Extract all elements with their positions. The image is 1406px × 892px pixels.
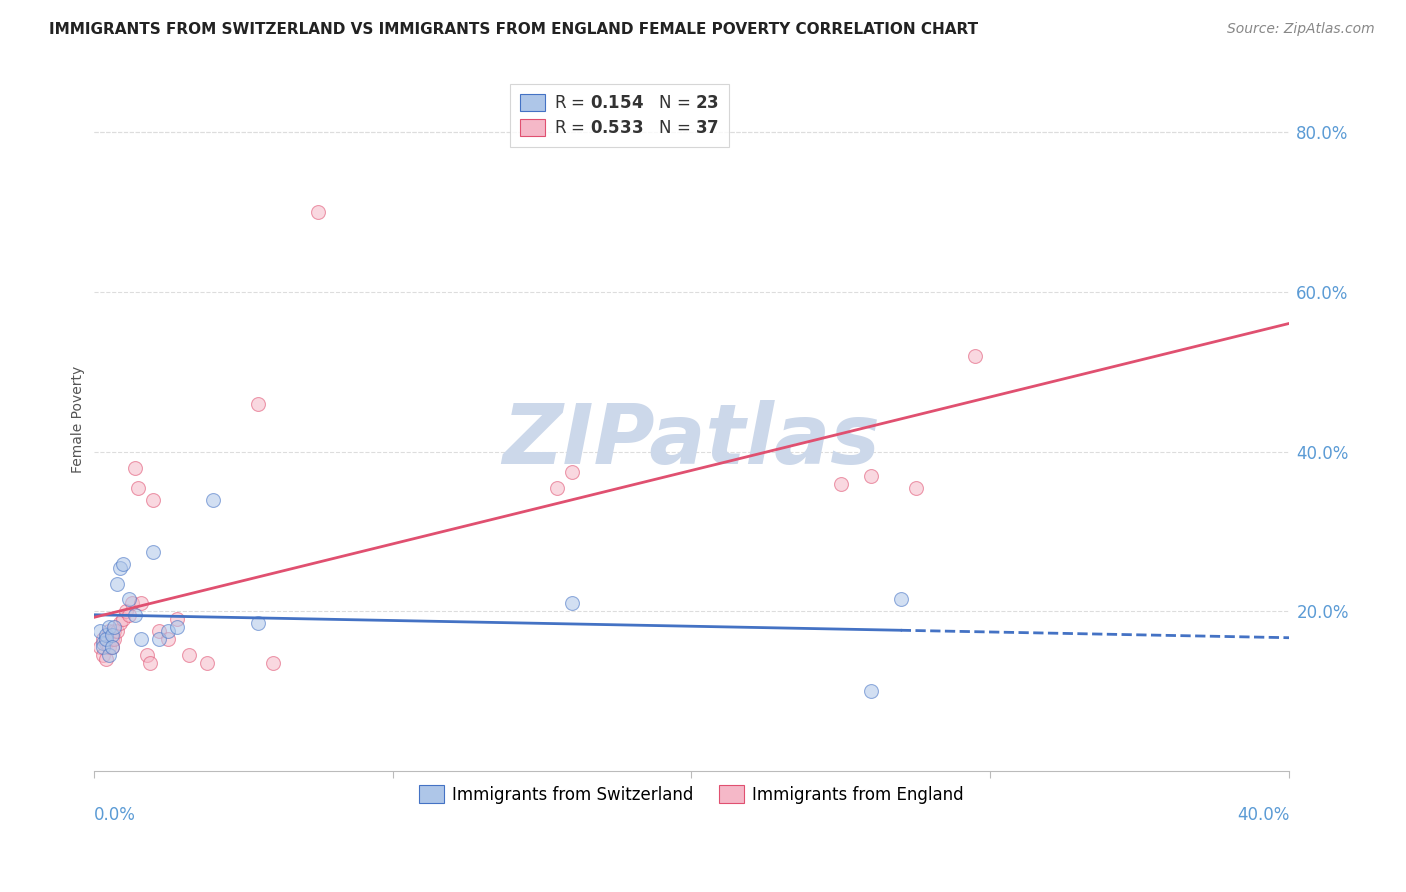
Point xyxy=(118,608,141,623)
Text: Source: ZipAtlas.com: Source: ZipAtlas.com xyxy=(1227,22,1375,37)
Point xyxy=(97,640,120,655)
Point xyxy=(91,648,114,663)
Point xyxy=(97,624,120,639)
Point xyxy=(103,632,125,647)
Point xyxy=(100,640,122,655)
Point xyxy=(166,612,188,626)
Point xyxy=(202,492,225,507)
Point xyxy=(546,481,568,495)
Point xyxy=(91,640,114,655)
Text: IMMIGRANTS FROM SWITZERLAND VS IMMIGRANTS FROM ENGLAND FEMALE POVERTY CORRELATIO: IMMIGRANTS FROM SWITZERLAND VS IMMIGRANT… xyxy=(49,22,979,37)
Point xyxy=(110,560,132,574)
Point xyxy=(94,636,117,650)
Point xyxy=(97,648,120,663)
Point xyxy=(195,657,218,671)
Y-axis label: Female Poverty: Female Poverty xyxy=(72,367,86,474)
Point xyxy=(110,616,132,631)
Point xyxy=(131,597,153,611)
Point xyxy=(91,636,114,650)
Point xyxy=(246,616,269,631)
Text: 0.0%: 0.0% xyxy=(94,806,135,824)
Point xyxy=(100,628,122,642)
Point xyxy=(859,684,882,698)
Point xyxy=(148,632,170,647)
Point xyxy=(561,465,583,479)
Legend: Immigrants from Switzerland, Immigrants from England: Immigrants from Switzerland, Immigrants … xyxy=(411,777,972,812)
Point xyxy=(89,624,111,639)
Point xyxy=(179,648,201,663)
Text: ZIPatlas: ZIPatlas xyxy=(502,401,880,482)
Point xyxy=(142,544,165,558)
Point xyxy=(103,624,125,639)
Point xyxy=(136,648,159,663)
Point xyxy=(100,640,122,655)
Point xyxy=(262,657,284,671)
Point xyxy=(94,632,117,647)
Point xyxy=(904,481,927,495)
Point xyxy=(830,476,852,491)
Point xyxy=(94,628,117,642)
Point xyxy=(107,624,129,639)
Point xyxy=(142,492,165,507)
Point xyxy=(112,557,135,571)
Point xyxy=(965,349,987,363)
Point xyxy=(100,632,122,647)
Point xyxy=(103,620,125,634)
Point xyxy=(124,460,146,475)
Point xyxy=(139,657,162,671)
Point xyxy=(157,624,180,639)
Point xyxy=(97,620,120,634)
Point xyxy=(890,592,912,607)
Point xyxy=(166,620,188,634)
Point xyxy=(127,481,149,495)
Point xyxy=(307,205,329,219)
Point xyxy=(561,597,583,611)
Point xyxy=(148,624,170,639)
Point xyxy=(131,632,153,647)
Point xyxy=(859,468,882,483)
Point xyxy=(91,632,114,647)
Point xyxy=(124,608,146,623)
Point xyxy=(246,397,269,411)
Point xyxy=(118,592,141,607)
Point xyxy=(112,612,135,626)
Point xyxy=(115,604,138,618)
Point xyxy=(89,640,111,655)
Point xyxy=(121,597,143,611)
Point xyxy=(107,576,129,591)
Point xyxy=(94,652,117,666)
Point xyxy=(157,632,180,647)
Text: 40.0%: 40.0% xyxy=(1237,806,1289,824)
